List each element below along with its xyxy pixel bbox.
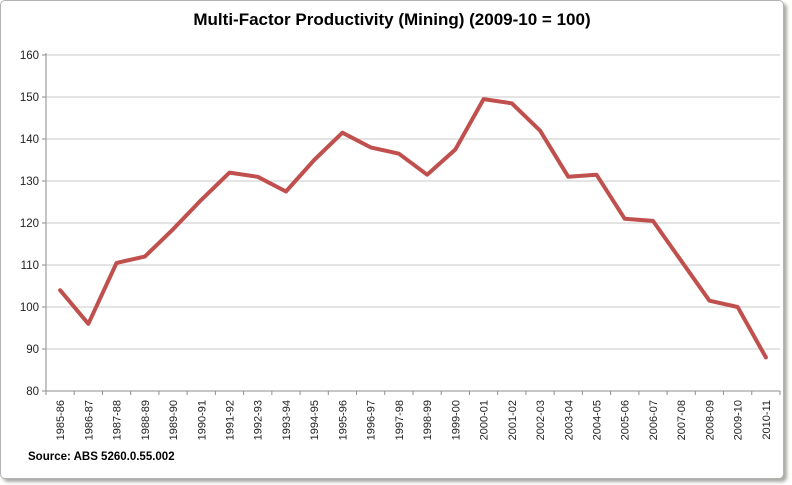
x-axis-label: 1992-93 [253,400,265,440]
x-axis-label: 1999-00 [450,400,462,440]
y-axis-label: 120 [20,218,39,230]
x-axis-label: 1998-99 [422,400,434,440]
x-axis-label: 1991-92 [225,400,237,440]
y-axis-label: 130 [20,176,39,188]
x-axis-label: 2008-09 [704,400,716,440]
y-axis-label: 160 [20,50,39,62]
x-axis-label: 2003-04 [563,400,575,440]
y-axis-label: 140 [20,134,39,146]
x-axis-label: 1995-96 [337,400,349,440]
y-axis-label: 80 [26,386,39,398]
x-axis-label: 2004-05 [592,400,604,440]
x-axis-label: 1994-95 [309,400,321,440]
x-axis-label: 2000-01 [479,400,491,440]
x-axis-label: 2001-02 [507,400,519,440]
chart-title: Multi-Factor Productivity (Mining) (2009… [193,10,591,29]
x-axis-label: 1990-91 [196,400,208,440]
x-axis-label: 1987-88 [112,400,124,440]
y-axis-label: 100 [20,302,39,314]
x-axis-label: 1988-89 [140,400,152,440]
x-axis-label: 1997-98 [394,400,406,440]
line-chart-plot: 80 90 100 110 120 130 140 150 160 1985-86 1986-87 1… [20,50,781,440]
source-note: Source: ABS 5260.0.55.002 [28,451,175,463]
y-axis-label: 90 [26,344,39,356]
x-axis-label: 2007-08 [676,400,688,440]
x-axis-label: 2005-06 [620,400,632,440]
chart-frame: Multi-Factor Productivity (Mining) (2009… [0,0,784,479]
x-axis-label: 1989-90 [168,400,180,440]
x-axis-label: 1986-87 [83,400,95,440]
x-axis-label: 2002-03 [535,400,547,440]
data-series-line [58,97,768,360]
x-axis-label: 1996-97 [366,400,378,440]
x-axis-label: 1993-94 [281,400,293,440]
y-axis-label: 150 [20,92,39,104]
x-axis-label: 2010-11 [761,400,773,440]
x-axis-label: 2006-07 [648,400,660,440]
x-axis-label: 2009-10 [733,400,745,440]
x-axis-label: 1985-86 [55,400,67,440]
y-axis-label: 110 [21,260,39,272]
